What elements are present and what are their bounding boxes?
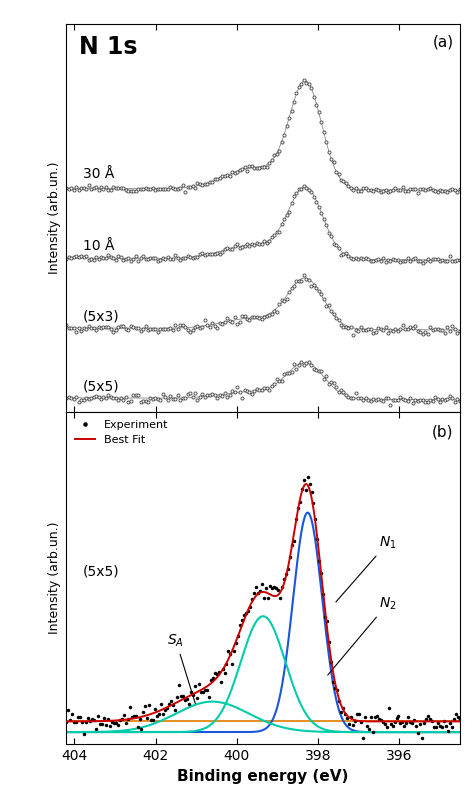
Experiment [168,697,174,706]
Text: (b): (b) [432,424,454,439]
Text: (5x3): (5x3) [82,309,119,324]
Experiment [457,714,463,724]
Best Fit [64,717,69,726]
Text: $\mathit{S}_A$: $\mathit{S}_A$ [167,633,195,704]
Experiment [79,717,85,726]
Best Fit [315,535,320,544]
Experiment [64,718,69,727]
Text: (5x5): (5x5) [82,379,119,393]
Text: 30 Å: 30 Å [82,167,114,181]
Best Fit [292,523,298,533]
Line: Experiment: Experiment [64,475,462,740]
Line: Best Fit: Best Fit [66,484,460,722]
Experiment [427,714,433,723]
Text: $\mathit{N}_2$: $\mathit{N}_2$ [328,596,396,675]
Text: N 1s: N 1s [79,35,137,59]
Best Fit [302,480,308,489]
Best Fit [457,717,463,726]
Text: (5x5): (5x5) [82,565,119,578]
Legend: Experiment, Best Fit: Experiment, Best Fit [70,415,173,450]
Y-axis label: Intensity (arb.un.): Intensity (arb.un.) [48,162,61,274]
Best Fit [363,717,368,726]
Experiment [305,472,310,482]
Experiment [360,733,366,743]
Best Fit [303,479,309,489]
Best Fit [88,717,93,726]
Experiment [87,716,93,726]
Text: $\mathit{N}_1$: $\mathit{N}_1$ [336,535,396,602]
Text: 10 Å: 10 Å [82,239,114,253]
X-axis label: Binding energy (eV): Binding energy (eV) [177,769,349,784]
Experiment [137,714,142,723]
Best Fit [403,717,409,726]
Text: (a): (a) [433,35,454,49]
Y-axis label: Intensity (arb.un.): Intensity (arb.un.) [48,522,61,634]
Experiment [441,716,447,726]
